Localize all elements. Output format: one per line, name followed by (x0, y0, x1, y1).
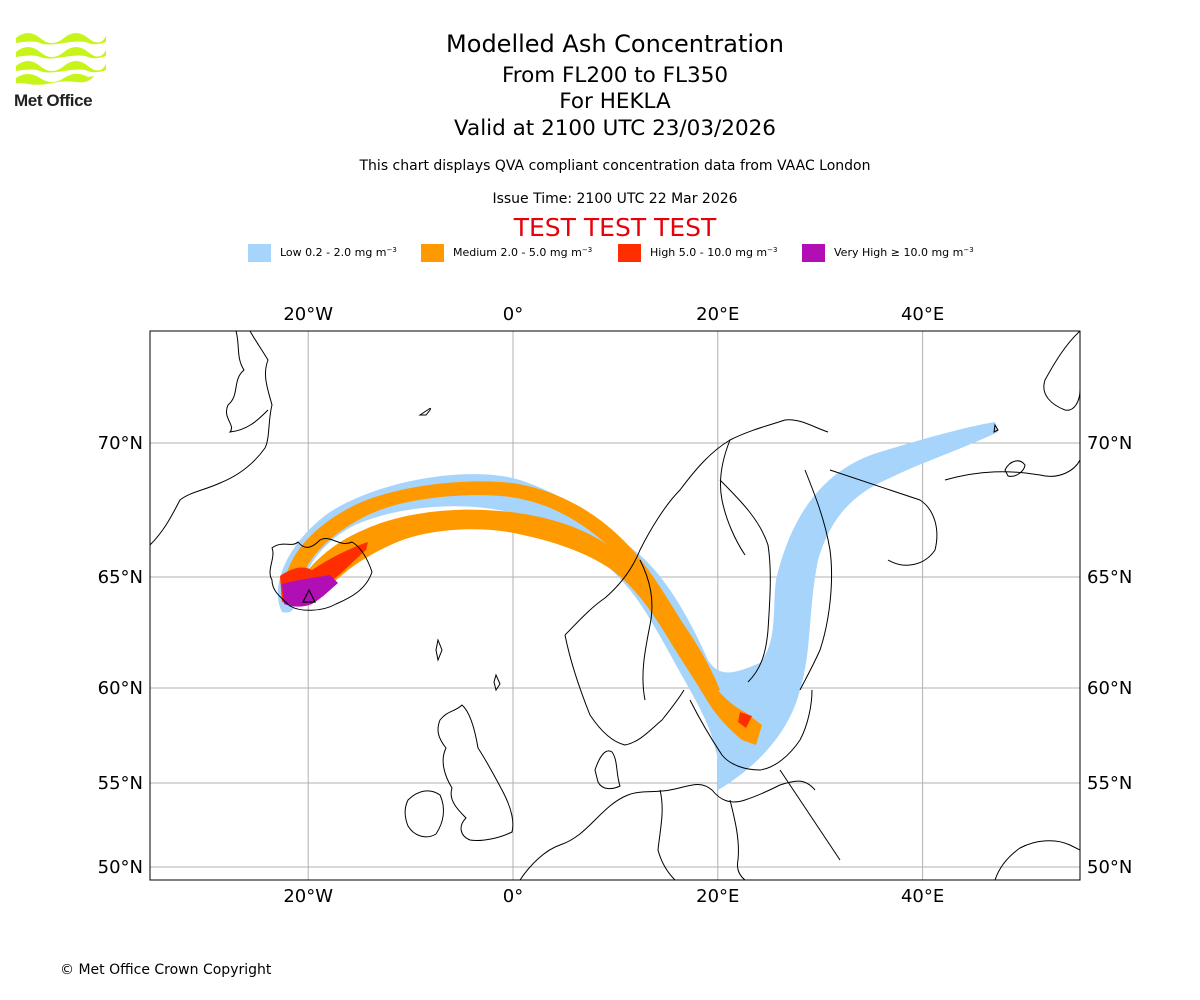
met-office-waves-icon (16, 33, 106, 85)
coastlines (150, 331, 1080, 880)
latitude-label: 65°N (98, 567, 143, 588)
ash-medium-arm-north (283, 481, 720, 694)
ash-low-region (277, 422, 998, 790)
legend-swatch-high (618, 244, 641, 262)
issue-time: Issue Time: 2100 UTC 22 Mar 2026 (492, 191, 738, 207)
volcano-marker-icon (302, 588, 316, 603)
latitude-label: 50°N (98, 857, 143, 878)
longitude-labels-top: 20°W 0° 20°E 40°E (283, 304, 944, 325)
legend-label-high: High 5.0 - 10.0 mg m−3 (650, 246, 778, 259)
longitude-label: 0° (503, 304, 523, 325)
valid-time: Valid at 2100 UTC 23/03/2026 (453, 116, 776, 141)
map-gridlines (150, 331, 1080, 880)
ash-low-plume (277, 422, 998, 790)
ash-high-patch-small (738, 712, 752, 728)
test-banner: TEST TEST TEST (513, 213, 717, 242)
latitude-label: 70°N (1087, 433, 1132, 454)
longitude-label: 40°E (901, 886, 944, 907)
legend-label-medium: Medium 2.0 - 5.0 mg m−3 (453, 246, 593, 259)
chart-title: Modelled Ash Concentration (446, 30, 784, 58)
map-frame (149, 330, 1081, 881)
latitude-label: 50°N (1087, 857, 1132, 878)
volcano-name: For HEKLA (559, 89, 671, 114)
longitude-label: 20°E (696, 304, 739, 325)
flight-level-range: From FL200 to FL350 (501, 63, 729, 88)
longitude-label: 20°E (696, 886, 739, 907)
latitude-labels-right: 70°N 65°N 60°N 55°N 50°N (1087, 433, 1132, 878)
latitude-label: 60°N (1087, 678, 1132, 699)
latitude-labels-left: 70°N 65°N 60°N 55°N 50°N (98, 433, 143, 878)
legend-swatch-very-high (802, 244, 825, 262)
latitude-label: 60°N (98, 678, 143, 699)
chart-description: This chart displays QVA compliant concen… (359, 158, 871, 174)
longitude-label: 40°E (901, 304, 944, 325)
copyright-notice: © Met Office Crown Copyright (60, 962, 272, 978)
ash-medium-arm-south (290, 509, 762, 745)
met-office-logo: Met Office (14, 30, 109, 112)
latitude-label: 70°N (98, 433, 143, 454)
latitude-label: 55°N (98, 773, 143, 794)
ash-medium-region (283, 481, 762, 745)
longitude-labels-bottom: 20°W 0° 20°E 40°E (283, 886, 944, 907)
legend-label-low: Low 0.2 - 2.0 mg m−3 (280, 246, 397, 259)
longitude-label: 20°W (283, 304, 333, 325)
logo-text: Met Office (14, 91, 93, 110)
legend-label-very-high: Very High ≥ 10.0 mg m−3 (834, 246, 974, 259)
legend-swatch-low (248, 244, 271, 262)
legend-swatch-medium (421, 244, 444, 262)
longitude-label: 20°W (283, 886, 333, 907)
latitude-label: 55°N (1087, 773, 1132, 794)
latitude-label: 65°N (1087, 567, 1132, 588)
longitude-label: 0° (503, 886, 523, 907)
